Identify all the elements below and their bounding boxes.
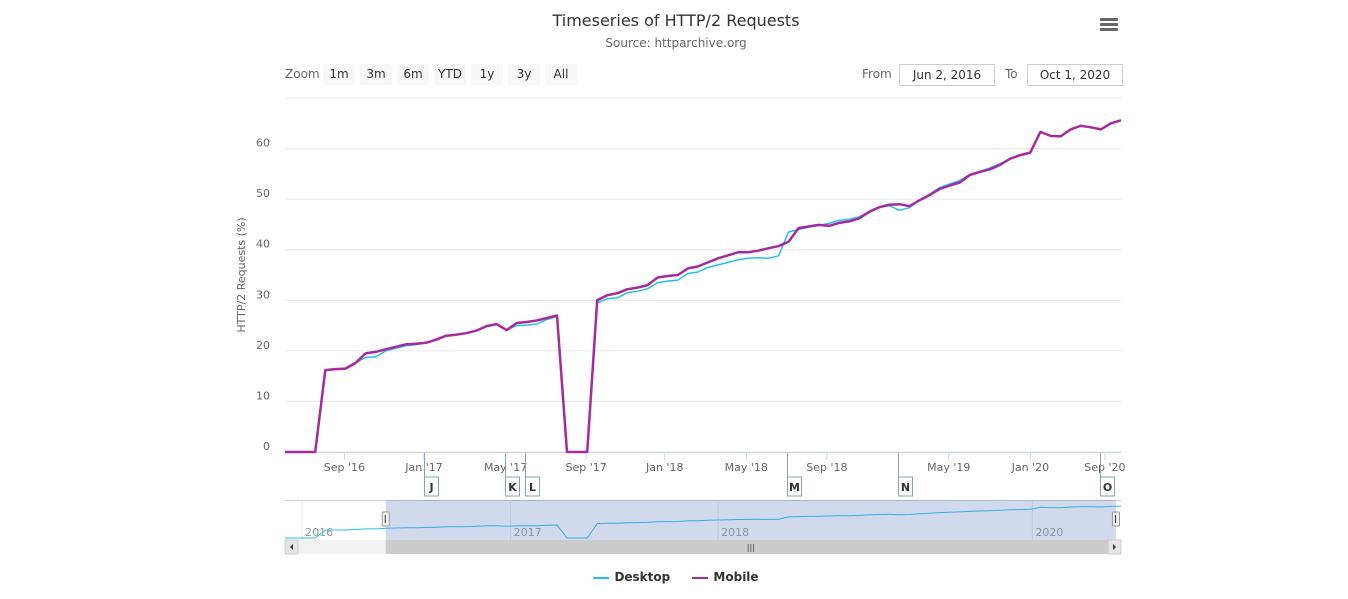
navigator-year-label: 2016: [305, 526, 333, 539]
legend-item-mobile[interactable]: Mobile: [692, 570, 759, 584]
from-label: From: [862, 67, 892, 81]
zoom-3y-button[interactable]: 3y: [508, 64, 540, 85]
hamburger-menu-icon[interactable]: [1100, 18, 1118, 34]
x-tick-label: Sep '16: [324, 461, 365, 474]
flag-L: [525, 476, 540, 497]
zoom-6m-button[interactable]: 6m: [397, 64, 429, 85]
zoom-ytd-button[interactable]: YTD: [434, 64, 466, 85]
x-tick-label: May '19: [927, 461, 970, 474]
legend: Desktop Mobile: [0, 570, 1348, 584]
flag-M: [787, 476, 802, 497]
legend-item-desktop[interactable]: Desktop: [593, 570, 670, 584]
x-tick-label: May '18: [725, 461, 768, 474]
flag-label: N: [901, 481, 910, 494]
scrollbar-thumb[interactable]: [385, 540, 1116, 554]
navigator-year-label: 2020: [1035, 526, 1063, 539]
navigator-year-label: 2018: [721, 526, 749, 539]
zoom-1m-button[interactable]: 1m: [323, 64, 355, 85]
scrollbar-grip-icon: |||: [747, 543, 755, 552]
flag-O: [1100, 476, 1115, 497]
flag-N: [898, 476, 913, 497]
legend-label: Mobile: [713, 570, 759, 584]
zoom-all-button[interactable]: All: [545, 64, 577, 85]
navigator-series-line: [285, 505, 1122, 539]
navigator-year-label: 2017: [514, 526, 542, 539]
flag-label: O: [1103, 481, 1112, 494]
x-tick-label: Sep '20: [1084, 461, 1125, 474]
legend-label: Desktop: [614, 570, 671, 584]
series-line-mobile: [285, 119, 1122, 454]
arrow-right-icon: [1113, 544, 1116, 550]
y-tick-label: 20: [256, 339, 270, 352]
y-tick-label: 0: [263, 440, 270, 453]
flag-label: J: [428, 481, 433, 494]
x-tick-label: Sep '18: [806, 461, 847, 474]
y-tick-label: 10: [256, 389, 270, 402]
zoom-3m-button[interactable]: 3m: [360, 64, 392, 85]
to-date-input[interactable]: Oct 1, 2020: [1027, 64, 1123, 86]
desktop-line-swatch: [593, 576, 610, 579]
chart-title: Timeseries of HTTP/2 Requests: [552, 11, 800, 30]
x-tick-label: Jan '20: [1011, 461, 1049, 474]
flag-label: L: [529, 481, 536, 494]
x-tick-label: Jan '18: [645, 461, 683, 474]
x-tick-label: Sep '17: [566, 461, 607, 474]
y-tick-label: 30: [256, 288, 270, 301]
flag-label: M: [789, 481, 800, 494]
y-tick-label: 50: [256, 187, 270, 200]
flag-J: [424, 476, 439, 497]
y-tick-label: 60: [256, 137, 270, 150]
mobile-line-swatch: [692, 576, 709, 579]
x-tick-label: Jan '17: [404, 461, 442, 474]
y-axis-title: HTTP/2 Requests (%): [235, 217, 248, 332]
y-tick-label: 40: [256, 238, 270, 251]
series-line-desktop: [285, 119, 1122, 453]
zoom-1y-button[interactable]: 1y: [471, 64, 503, 85]
flag-label: K: [508, 481, 517, 494]
navigator-selection-mask: [385, 500, 1116, 540]
flag-K: [505, 476, 520, 497]
to-label: To: [1005, 67, 1018, 81]
from-date-input[interactable]: Jun 2, 2016: [899, 64, 995, 86]
zoom-label: Zoom: [285, 67, 320, 81]
arrow-left-icon: [290, 544, 293, 550]
chart-subtitle: Source: httparchive.org: [605, 36, 747, 50]
